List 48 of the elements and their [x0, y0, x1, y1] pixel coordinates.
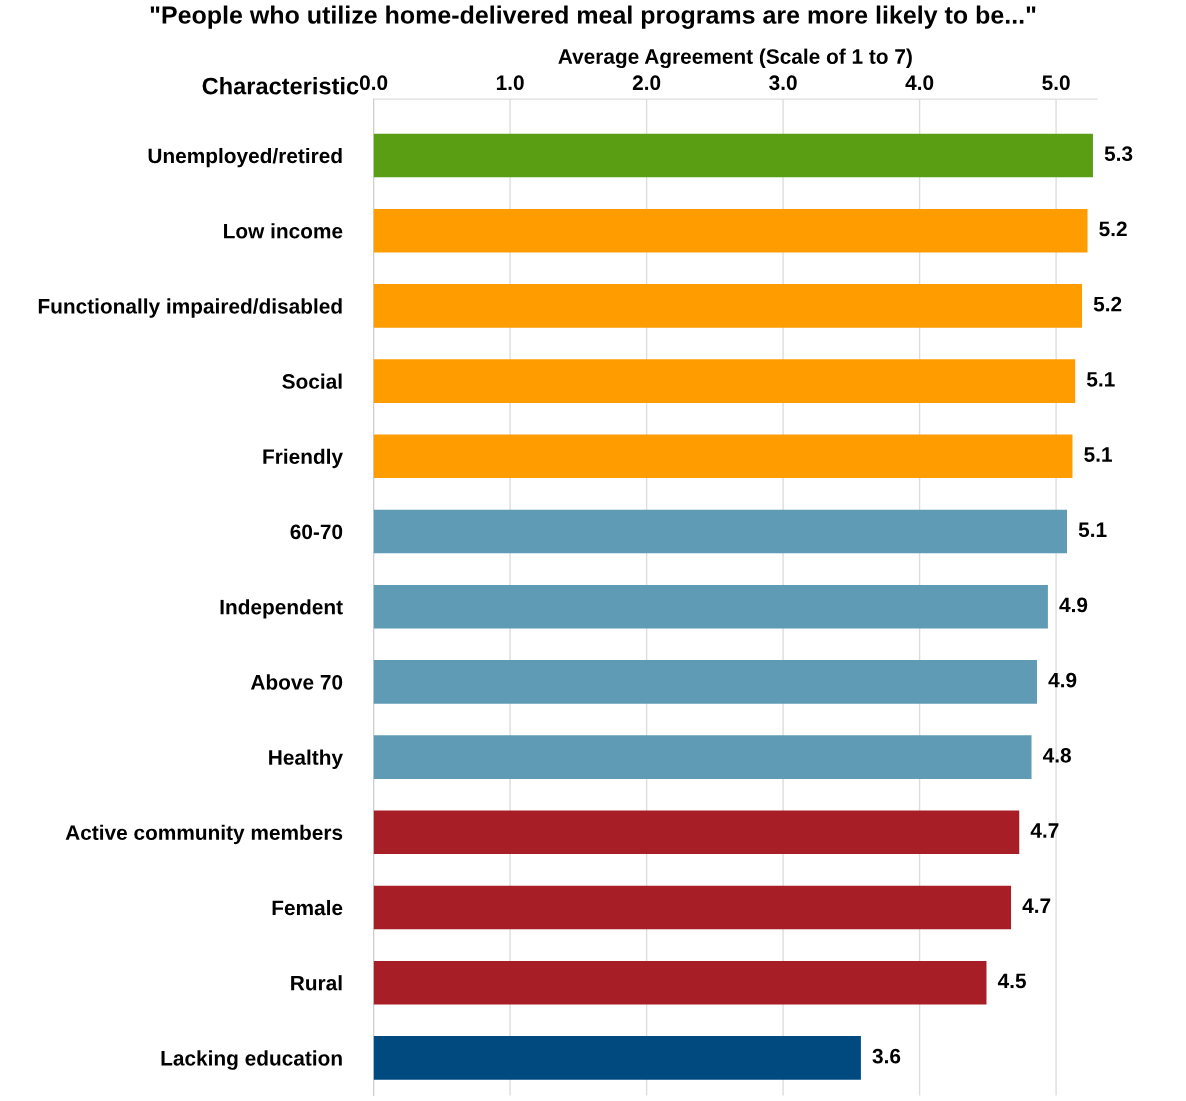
y-tick-label: Lacking education	[161, 1050, 342, 1070]
bar	[373, 960, 987, 1005]
bar	[373, 284, 1083, 328]
x-tick-label: 5.0	[1042, 75, 1070, 91]
chart-title: "People who utilize home-delivered meal programs are more likely to be..."	[150, 5, 1036, 29]
x-tick-label: 0.0	[359, 75, 388, 91]
bar	[373, 885, 1012, 930]
y-tick-label: 60-70	[290, 524, 343, 540]
y-tick-label: Rural	[291, 975, 342, 991]
y-tick-label: Functionally impaired/disabled	[38, 298, 342, 318]
bar	[373, 133, 1093, 178]
y-tick-label: Social	[282, 373, 342, 389]
bar	[373, 434, 1073, 479]
bar	[373, 735, 1032, 779]
y-tick-label: Friendly	[263, 448, 343, 469]
data-label: 5.1	[1086, 372, 1115, 387]
data-label: 5.1	[1078, 522, 1107, 538]
x-tick-label: 3.0	[769, 75, 797, 91]
bar	[373, 1036, 861, 1080]
x-tick-label: 2.0	[632, 75, 661, 91]
data-label: 4.8	[1042, 747, 1071, 763]
y-tick-label: Low income	[224, 223, 343, 239]
y-tick-label: Female	[272, 899, 343, 916]
data-label: 4.9	[1059, 597, 1088, 613]
data-label: 4.9	[1048, 672, 1077, 688]
x-tick-label: 4.0	[905, 75, 934, 91]
data-label: 5.2	[1099, 221, 1127, 237]
y-tick-label: Healthy	[269, 749, 343, 769]
y-tick-label: Unemployed/retired	[148, 147, 342, 168]
bar	[373, 509, 1068, 554]
x-tick-label: 1.0	[496, 75, 524, 91]
bar	[373, 660, 1037, 704]
bar	[373, 584, 1048, 629]
bar	[373, 810, 1020, 855]
y-tick-label: Independent	[220, 599, 343, 619]
bar	[373, 359, 1076, 403]
y-tick-label: Above 70	[250, 674, 343, 690]
y-axis-title: Characteristic	[202, 77, 359, 95]
x-axis-title: Average Agreement (Scale of 1 to 7)	[558, 48, 912, 69]
data-label: 4.7	[1022, 898, 1051, 913]
y-tick-label: Active community members	[65, 824, 343, 845]
data-label: 4.7	[1030, 823, 1059, 838]
data-label: 3.6	[872, 1048, 901, 1064]
bar	[373, 208, 1088, 253]
data-label: 5.2	[1093, 296, 1122, 312]
data-label: 4.5	[997, 973, 1026, 989]
data-label: 5.3	[1104, 146, 1133, 162]
data-label: 5.1	[1084, 447, 1112, 462]
